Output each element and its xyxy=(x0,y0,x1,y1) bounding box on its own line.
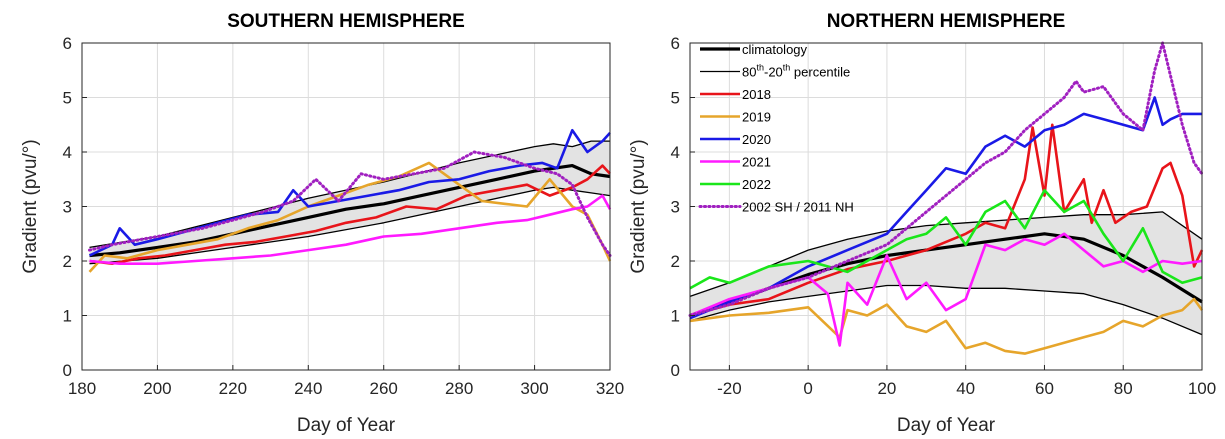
series-line-y2020 xyxy=(88,128,611,257)
series-lines-nh xyxy=(688,41,1204,355)
percentile-band-sh xyxy=(89,141,611,264)
series-line-climatology xyxy=(89,164,611,258)
legend-label: 2020 xyxy=(742,132,771,147)
series-line-p20 xyxy=(689,284,1203,336)
x-tick-label: 260 xyxy=(370,379,398,398)
y-tick-label: 4 xyxy=(63,143,72,162)
x-tick-label: 240 xyxy=(294,379,322,398)
legend-entry-climatology: climatology xyxy=(700,42,808,57)
series-line-p80 xyxy=(689,211,1203,298)
y-tick-label: 0 xyxy=(63,361,72,380)
y-tick-label: 1 xyxy=(671,307,680,326)
x-tick-label: 200 xyxy=(143,379,171,398)
percentile-band-fill xyxy=(89,141,611,264)
legend-entry-2021: 2021 xyxy=(700,155,771,170)
y-tick-label: 5 xyxy=(671,89,680,108)
x-tick-label: 40 xyxy=(956,379,975,398)
chart-title-sh: SOUTHERN HEMISPHERE xyxy=(227,11,465,32)
legend-label-part: percentile xyxy=(790,65,850,80)
legend-label: climatology xyxy=(742,42,808,57)
x-ticks-nh: -20 0 20 40 60 80 100 xyxy=(717,365,1216,398)
x-tick-label: 0 xyxy=(803,379,812,398)
y-tick-label: 3 xyxy=(63,198,72,217)
series-line-y2018 xyxy=(89,164,611,265)
legend-label: 80th-20th percentile xyxy=(742,63,850,80)
legend: climatology 80th-20th percentile 2018 20… xyxy=(698,42,854,215)
y-ticks-nh: 0 1 2 3 4 5 6 xyxy=(671,34,695,380)
legend-superscript: th xyxy=(756,63,764,73)
legend-superscript: th xyxy=(783,63,791,73)
x-tick-label: 20 xyxy=(877,379,896,398)
x-tick-label: -20 xyxy=(717,379,742,398)
legend-label: 2019 xyxy=(742,110,771,125)
x-tick-label: 100 xyxy=(1188,379,1216,398)
y-tick-label: 6 xyxy=(671,34,680,53)
series-lines-sh xyxy=(88,128,612,273)
x-tick-label: 300 xyxy=(520,379,548,398)
legend-label-part: 80 xyxy=(742,65,756,80)
series-line-nh2011 xyxy=(688,41,1204,317)
series-line-sh2002 xyxy=(88,150,612,257)
legend-entry-2002-2011: 2002 SH / 2011 NH xyxy=(698,200,854,215)
y-tick-label: 4 xyxy=(671,143,680,162)
x-tick-label: 80 xyxy=(1114,379,1133,398)
y-tick-label: 6 xyxy=(63,34,72,53)
legend-label: 2021 xyxy=(742,155,771,170)
legend-label: 2002 SH / 2011 NH xyxy=(742,200,854,215)
series-line-y2022 xyxy=(689,188,1203,290)
legend-label-part: -20 xyxy=(764,65,783,80)
legend-label: 2018 xyxy=(742,87,771,102)
y-tick-label: 2 xyxy=(671,252,680,271)
x-axis-label-sh: Day of Year xyxy=(297,415,396,436)
legend-entry-2022: 2022 xyxy=(700,177,771,192)
y-tick-label: 3 xyxy=(671,198,680,217)
x-tick-label: 220 xyxy=(219,379,247,398)
legend-entry-percentile: 80th-20th percentile xyxy=(700,63,850,80)
y-tick-label: 2 xyxy=(63,252,72,271)
y-tick-label: 0 xyxy=(671,361,680,380)
legend-label: 2022 xyxy=(742,177,771,192)
southern-hemisphere-panel: 180 200 220 240 260 280 300 320 0 1 2 3 4 5 6 SOUTHER… xyxy=(20,11,624,436)
y-axis-label-sh: Gradient (pvu/°) xyxy=(20,139,41,273)
series-line-y2021 xyxy=(89,194,612,265)
x-tick-label: 280 xyxy=(445,379,473,398)
x-tick-label: 60 xyxy=(1035,379,1054,398)
northern-hemisphere-panel: -20 0 20 40 60 80 100 0 1 2 3 4 5 6 NORTHERN HEMISPH… xyxy=(628,11,1216,436)
legend-entry-2019: 2019 xyxy=(700,110,771,125)
y-axis-label-nh: Gradient (pvu/°) xyxy=(628,139,649,273)
chart-title-nh: NORTHERN HEMISPHERE xyxy=(827,11,1066,32)
x-ticks-sh: 180 200 220 240 260 280 300 320 xyxy=(68,365,624,398)
series-line-p20 xyxy=(89,186,611,265)
legend-entry-2020: 2020 xyxy=(700,132,771,147)
y-tick-label: 5 xyxy=(63,89,72,108)
x-tick-label: 180 xyxy=(68,379,96,398)
x-tick-label: 320 xyxy=(596,379,624,398)
x-axis-label-nh: Day of Year xyxy=(897,415,996,436)
legend-entry-2018: 2018 xyxy=(700,87,771,102)
series-line-p80 xyxy=(89,140,610,249)
y-tick-label: 1 xyxy=(63,307,72,326)
y-ticks-sh: 0 1 2 3 4 5 6 xyxy=(63,34,87,380)
